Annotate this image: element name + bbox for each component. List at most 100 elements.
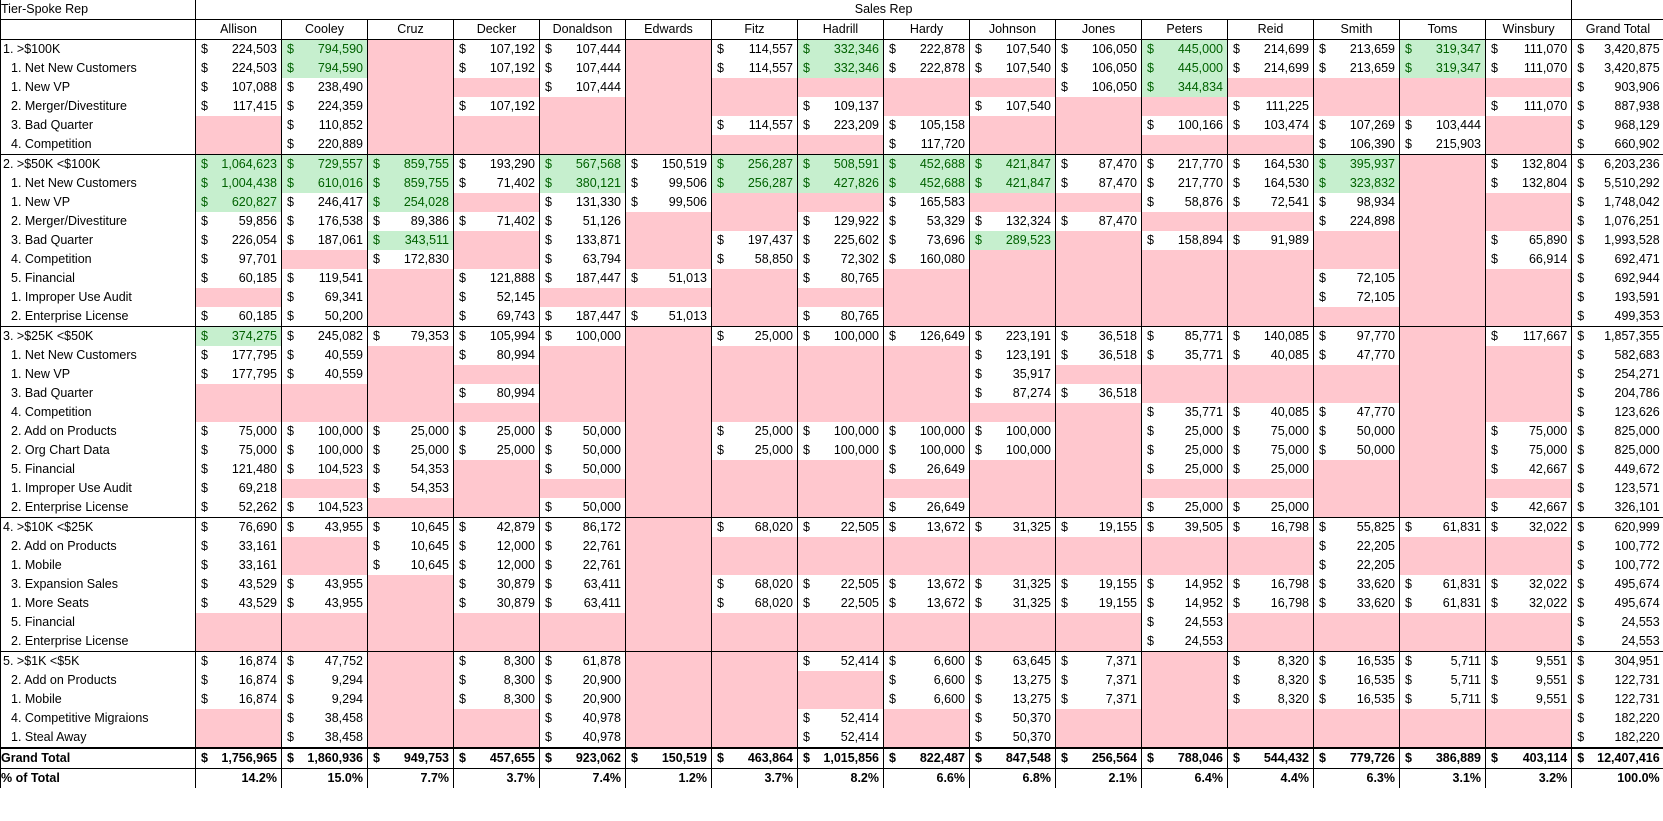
value-cell[interactable]: $52,414 <box>797 651 884 671</box>
value-cell[interactable]: $52,145 <box>453 288 540 307</box>
value-cell[interactable] <box>1399 537 1486 556</box>
value-cell[interactable] <box>1055 97 1142 116</box>
value-cell[interactable]: $110,852 <box>281 116 368 135</box>
value-cell[interactable] <box>625 498 712 518</box>
value-cell[interactable]: $58,850 <box>711 250 798 269</box>
value-cell[interactable] <box>539 97 626 116</box>
value-cell[interactable] <box>1399 250 1486 269</box>
value-cell[interactable] <box>797 346 884 365</box>
value-cell[interactable] <box>969 498 1056 518</box>
value-cell[interactable]: $105,158 <box>883 116 970 135</box>
value-cell[interactable] <box>797 403 884 422</box>
value-cell[interactable]: $25,000 <box>1141 422 1228 441</box>
value-cell[interactable] <box>969 613 1056 632</box>
rep-header-hardy[interactable]: Hardy <box>883 19 970 40</box>
value-cell[interactable] <box>711 403 798 422</box>
row-total-cell[interactable]: $887,938 <box>1571 97 1663 116</box>
value-cell[interactable] <box>453 78 540 97</box>
value-cell[interactable]: $26,649 <box>883 460 970 479</box>
value-cell[interactable]: $22,505 <box>797 594 884 613</box>
value-cell[interactable]: $140,085 <box>1227 326 1314 346</box>
value-cell[interactable] <box>1227 728 1314 748</box>
percent-cell[interactable]: 1.2% <box>625 768 712 788</box>
value-cell[interactable] <box>711 537 798 556</box>
value-cell[interactable] <box>1313 479 1400 498</box>
value-cell[interactable] <box>1313 460 1400 479</box>
value-cell[interactable]: $8,320 <box>1227 671 1314 690</box>
value-cell[interactable] <box>367 269 454 288</box>
value-cell[interactable]: $16,535 <box>1313 651 1400 671</box>
value-cell[interactable]: $14,952 <box>1141 594 1228 613</box>
value-cell[interactable] <box>711 709 798 728</box>
row-total-cell[interactable]: $122,731 <box>1571 671 1663 690</box>
value-cell[interactable] <box>367 384 454 403</box>
value-cell[interactable] <box>195 728 282 748</box>
value-cell[interactable]: $187,447 <box>539 307 626 327</box>
grand-total-label[interactable]: Grand Total <box>0 747 196 769</box>
value-cell[interactable]: $87,470 <box>1055 212 1142 231</box>
value-cell[interactable] <box>1399 384 1486 403</box>
value-cell[interactable]: $729,557 <box>281 154 368 174</box>
value-cell[interactable]: $9,294 <box>281 671 368 690</box>
value-cell[interactable]: $50,000 <box>539 460 626 479</box>
value-cell[interactable] <box>1484 403 1572 422</box>
value-cell[interactable]: $5,711 <box>1399 690 1486 709</box>
value-cell[interactable]: $25,000 <box>1227 498 1314 518</box>
value-cell[interactable] <box>625 250 712 269</box>
value-cell[interactable] <box>1484 728 1572 748</box>
row-label[interactable]: 3. Bad Quarter <box>0 231 196 250</box>
value-cell[interactable] <box>711 288 798 307</box>
value-cell[interactable] <box>1399 441 1486 460</box>
value-cell[interactable]: $100,000 <box>883 422 970 441</box>
value-cell[interactable]: $98,934 <box>1313 193 1400 212</box>
rep-header-cruz[interactable]: Cruz <box>367 19 454 40</box>
rep-header-reid[interactable]: Reid <box>1227 19 1314 40</box>
value-cell[interactable] <box>969 556 1056 575</box>
value-cell[interactable] <box>453 135 540 155</box>
value-cell[interactable]: $72,105 <box>1313 288 1400 307</box>
value-cell[interactable] <box>969 78 1056 97</box>
grand-total-header[interactable]: Grand Total <box>1571 19 1663 40</box>
value-cell[interactable]: $61,831 <box>1399 594 1486 613</box>
row-label[interactable]: 1. Steal Away <box>0 728 196 748</box>
value-cell[interactable]: $16,798 <box>1227 575 1314 594</box>
value-cell[interactable]: $1,064,623 <box>195 154 282 174</box>
row-label[interactable]: 5. Financial <box>0 269 196 288</box>
value-cell[interactable] <box>969 307 1056 327</box>
row-label[interactable]: 2. Enterprise License <box>0 307 196 327</box>
value-cell[interactable] <box>1399 479 1486 498</box>
value-cell[interactable]: $25,000 <box>1141 441 1228 460</box>
value-cell[interactable]: $99,506 <box>625 174 712 193</box>
value-cell[interactable]: $794,590 <box>281 59 368 78</box>
value-cell[interactable]: $395,937 <box>1313 154 1400 174</box>
row-total-cell[interactable]: $968,129 <box>1571 116 1663 135</box>
value-cell[interactable] <box>281 403 368 422</box>
value-cell[interactable] <box>883 479 970 498</box>
grand-total-cell[interactable]: $1,015,856 <box>797 747 884 769</box>
value-cell[interactable] <box>195 403 282 422</box>
value-cell[interactable] <box>1399 154 1486 174</box>
value-cell[interactable]: $65,890 <box>1484 231 1572 250</box>
row-label[interactable]: 2. Merger/Divestiture <box>0 212 196 231</box>
row-total-cell[interactable]: $326,101 <box>1571 498 1663 518</box>
value-cell[interactable]: $40,085 <box>1227 403 1314 422</box>
value-cell[interactable]: $6,600 <box>883 690 970 709</box>
value-cell[interactable] <box>625 326 712 346</box>
value-cell[interactable] <box>453 709 540 728</box>
value-cell[interactable] <box>281 632 368 652</box>
value-cell[interactable]: $19,155 <box>1055 594 1142 613</box>
value-cell[interactable] <box>539 384 626 403</box>
value-cell[interactable]: $223,209 <box>797 116 884 135</box>
value-cell[interactable]: $36,518 <box>1055 326 1142 346</box>
value-cell[interactable] <box>883 288 970 307</box>
value-cell[interactable]: $119,541 <box>281 269 368 288</box>
value-cell[interactable]: $107,444 <box>539 78 626 97</box>
value-cell[interactable]: $213,659 <box>1313 39 1400 59</box>
value-cell[interactable] <box>711 728 798 748</box>
value-cell[interactable]: $58,876 <box>1141 193 1228 212</box>
row-total-cell[interactable]: $254,271 <box>1571 365 1663 384</box>
value-cell[interactable] <box>453 460 540 479</box>
row-total-cell[interactable]: $24,553 <box>1571 613 1663 632</box>
value-cell[interactable]: $164,530 <box>1227 154 1314 174</box>
value-cell[interactable] <box>1227 613 1314 632</box>
